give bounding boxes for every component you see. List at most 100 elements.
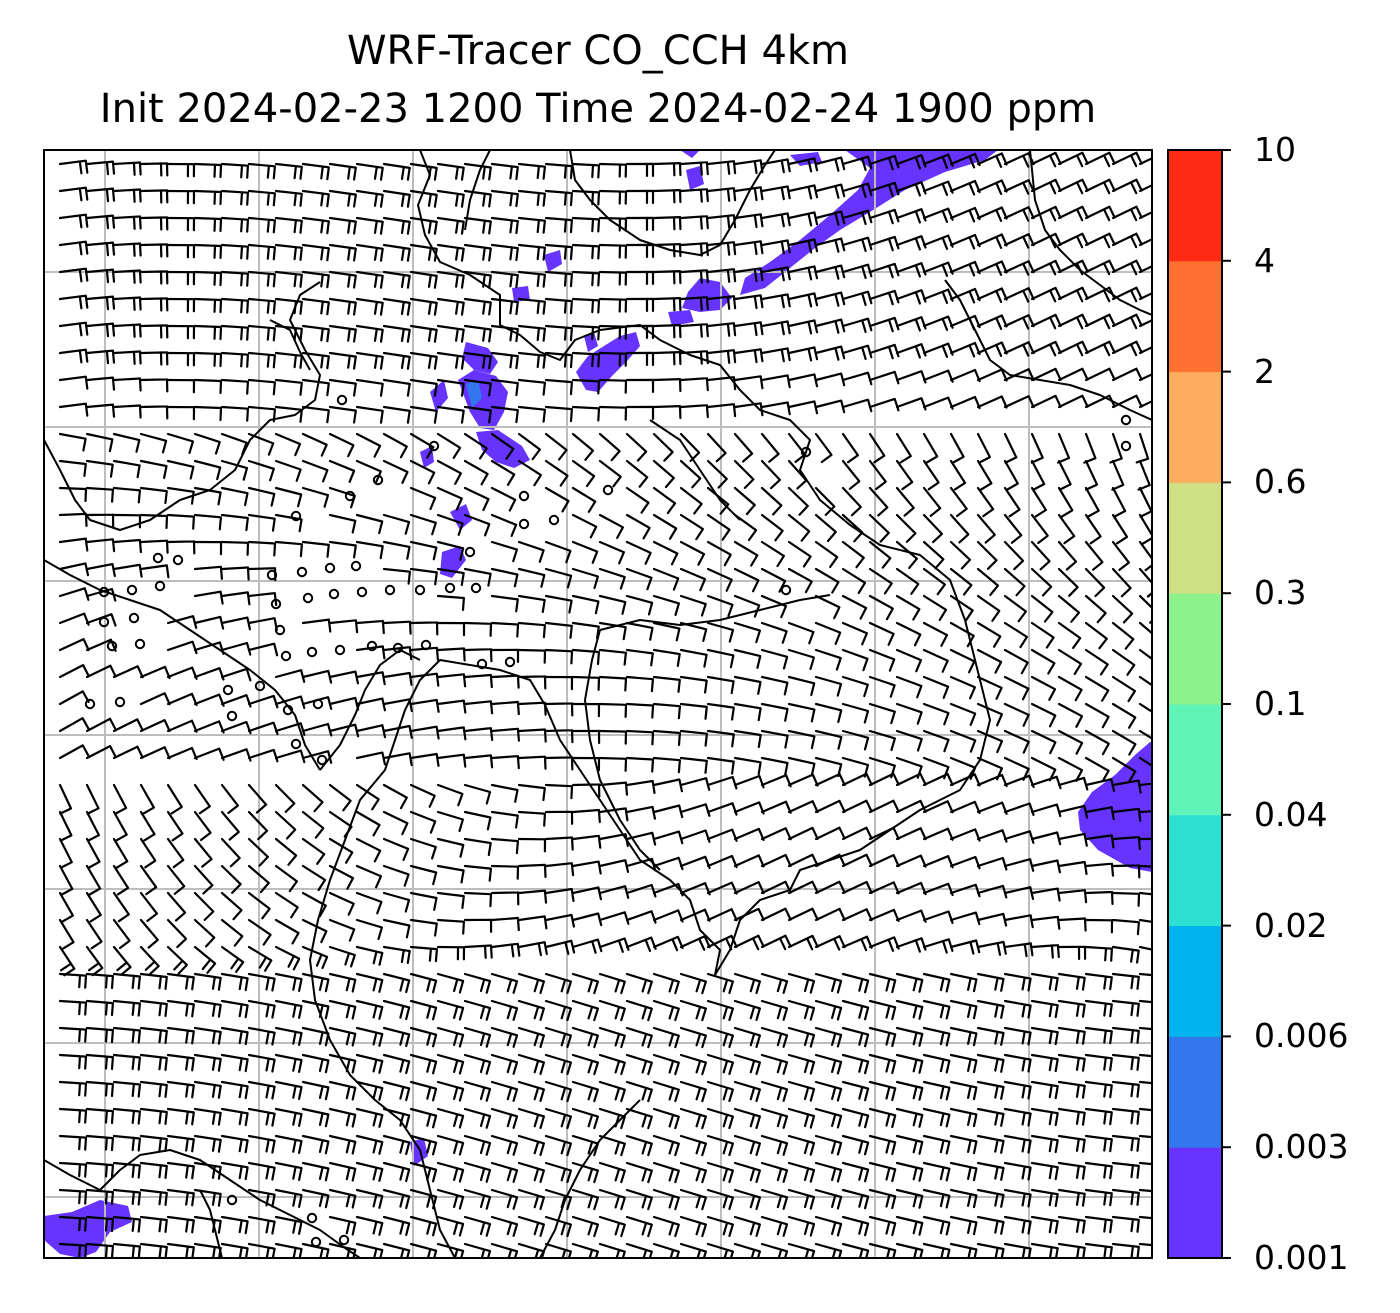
wind-barb [517, 972, 545, 994]
wind-barb [85, 1134, 114, 1152]
wind-barb [868, 1053, 897, 1075]
wind-barb [1057, 594, 1081, 623]
wind-barb [1138, 1107, 1152, 1112]
wind-barb [301, 722, 333, 737]
wind-barb [922, 648, 949, 673]
wind-barb [1057, 1134, 1086, 1153]
wind-barb [85, 1053, 114, 1071]
wind-barb [949, 540, 972, 570]
wind-barb [409, 351, 438, 370]
wind-barb [895, 540, 918, 569]
wind-barb [976, 395, 1008, 409]
wind-barb [841, 594, 868, 620]
wind-barb [841, 1107, 870, 1129]
wind-barb [571, 808, 601, 824]
wind-barb [1057, 205, 1089, 222]
wind-barb [976, 287, 1008, 303]
wind-barb [166, 297, 196, 313]
wind-barb [139, 1107, 168, 1125]
calm-wind-marker [414, 584, 426, 596]
wind-barb [679, 1215, 707, 1238]
wind-barb [139, 1188, 168, 1206]
wind-barb [220, 1134, 249, 1154]
wind-barb [1030, 729, 1057, 755]
wind-barb [409, 189, 438, 208]
wind-barb [517, 1161, 545, 1183]
wind-barb [544, 675, 574, 691]
wind-barb [733, 774, 765, 789]
wind-barb [733, 801, 765, 815]
wind-barb [1057, 945, 1087, 960]
wind-barb [274, 405, 303, 423]
calm-wind-marker [128, 612, 140, 624]
wind-barb [490, 594, 519, 613]
wind-barb [625, 459, 649, 488]
wind-barb [220, 616, 251, 631]
colorbar-tick-label: 0.04 [1254, 794, 1328, 834]
wind-barb [490, 1107, 519, 1129]
wind-barb [58, 999, 88, 1016]
wind-barb [58, 486, 88, 503]
wind-barb [976, 729, 1004, 754]
wind-barb [328, 324, 357, 343]
wind-barb [841, 290, 873, 306]
wind-barb [544, 810, 574, 825]
wind-barb [814, 621, 842, 645]
wind-barb [1111, 756, 1137, 783]
wind-barb [895, 594, 921, 621]
wind-barb [112, 486, 141, 504]
wind-barb [949, 368, 981, 383]
wind-barb [517, 162, 546, 180]
wind-barb [895, 854, 927, 868]
wind-barb [1003, 802, 1035, 816]
wind-barb [652, 729, 681, 746]
wind-barb [868, 316, 900, 333]
wind-barb [1138, 238, 1152, 247]
wind-barb [1084, 486, 1100, 518]
wind-barb [598, 621, 627, 641]
calm-wind-marker [602, 484, 614, 496]
wind-barb [841, 263, 873, 279]
wind-barb [382, 698, 413, 713]
wind-barb [598, 378, 628, 394]
tracer-plume [476, 430, 530, 468]
wind-barb [976, 773, 1008, 788]
wind-barb [976, 1161, 1005, 1181]
wind-barb [58, 1134, 88, 1151]
wind-barb [355, 972, 384, 993]
tracer-plume [686, 166, 704, 190]
wind-barb [814, 702, 843, 724]
wind-barb [760, 185, 791, 201]
wind-barb [463, 700, 494, 715]
wind-barb [652, 972, 680, 995]
wind-barb [112, 161, 142, 176]
wind-barb [625, 910, 657, 924]
wind-barb [1111, 675, 1136, 703]
wind-barb [517, 1107, 545, 1129]
wind-barb [841, 799, 873, 814]
wind-barb [436, 999, 465, 1021]
wind-barb [58, 213, 89, 229]
coastline [539, 1099, 641, 1258]
wind-barb [1111, 178, 1143, 195]
wind-barb [652, 378, 682, 393]
wind-barb [355, 1161, 384, 1182]
wind-barb [895, 1107, 924, 1128]
wind-barb [922, 1080, 951, 1101]
wind-barb [976, 884, 1008, 899]
wind-barb [490, 755, 520, 770]
wind-barb [517, 216, 546, 234]
wind-barb [1138, 621, 1152, 650]
wind-barb [544, 216, 573, 234]
wind-barb [1084, 232, 1116, 249]
wind-barb [166, 692, 198, 707]
wind-barb [760, 567, 787, 593]
wind-barb [625, 1080, 653, 1103]
wind-barb [382, 1134, 411, 1156]
wind-barb [409, 324, 438, 343]
wind-barb [895, 999, 924, 1020]
wind-barb [193, 837, 213, 868]
wind-barb [814, 594, 841, 620]
wind-barb [544, 297, 573, 315]
